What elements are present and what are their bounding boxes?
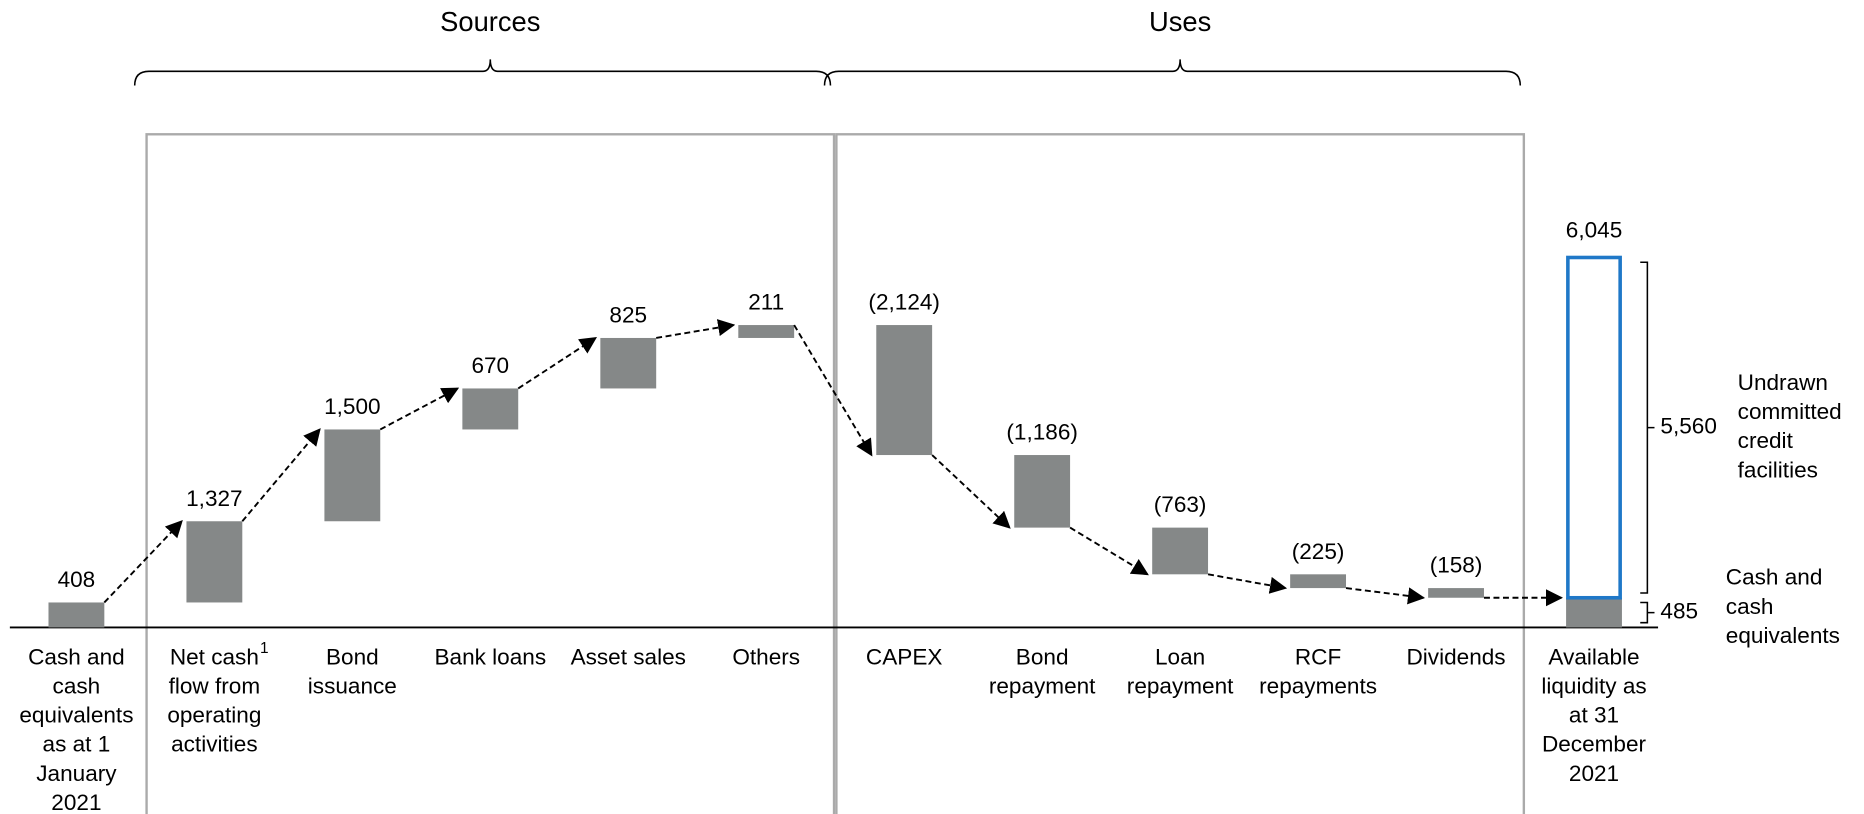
group-brace [133, 59, 832, 86]
segment-name: Cash and [1726, 565, 1823, 590]
category-label: cash [53, 673, 101, 698]
connector-arrow [793, 324, 873, 457]
value-label: 825 [609, 303, 647, 328]
category-label: operating [167, 703, 261, 728]
connector-arrow [1207, 573, 1288, 594]
category-label: December [1542, 732, 1647, 757]
segment-name: credit [1738, 428, 1794, 453]
connector-arrow [517, 337, 598, 390]
category-label: at 31 [1569, 703, 1619, 728]
connector-arrow [103, 520, 183, 604]
bar [1152, 527, 1209, 575]
category-label: Bank loans [434, 644, 546, 669]
bar [186, 521, 243, 603]
group-frame [835, 133, 1526, 814]
value-label: 408 [58, 567, 96, 592]
total-value-label: 6,045 [1566, 217, 1622, 242]
category-label: RCF [1295, 644, 1341, 669]
bar [738, 325, 795, 338]
group-label: Uses [1149, 6, 1211, 37]
connector-arrow [241, 428, 321, 522]
bar [324, 429, 381, 522]
category-label: liquidity as [1541, 673, 1646, 698]
group-label: Sources [440, 6, 540, 37]
category-label: Others [732, 644, 800, 669]
segment-bracket [1640, 601, 1655, 624]
category-label: Asset sales [571, 644, 686, 669]
group-brace [823, 59, 1522, 86]
total-segment [1566, 255, 1622, 600]
value-label: (225) [1292, 539, 1345, 564]
category-label: Bond [1016, 644, 1069, 669]
bar [1014, 455, 1071, 528]
bar [1428, 588, 1484, 598]
category-label: Cash and [28, 644, 125, 669]
bar [600, 337, 657, 389]
category-label: repayment [1127, 673, 1234, 698]
category-label: Dividends [1407, 644, 1506, 669]
category-label: as at 1 [43, 732, 111, 757]
segment-name: Undrawn [1738, 370, 1828, 395]
group-frame [145, 133, 836, 814]
footnote-mark: 1 [260, 640, 269, 657]
segment-name: equivalents [1726, 623, 1840, 648]
category-label: activities [171, 732, 258, 757]
value-label: 1,327 [186, 486, 242, 511]
category-label: issuance [308, 673, 397, 698]
segment-value-label: 5,560 [1660, 414, 1716, 439]
category-label: repayment [989, 673, 1096, 698]
value-label: 670 [471, 353, 509, 378]
total-segment [1566, 597, 1622, 628]
category-label: Loan [1155, 644, 1205, 669]
bar [876, 325, 933, 456]
category-label: Bond [326, 644, 379, 669]
category-label: equivalents [19, 703, 133, 728]
connector-arrow [1345, 587, 1426, 605]
category-label: 2021 [51, 790, 101, 814]
segment-name: committed [1738, 399, 1842, 424]
segment-bracket [1640, 261, 1655, 594]
value-label: (763) [1154, 492, 1207, 517]
category-label: repayments [1259, 673, 1377, 698]
value-label: (1,186) [1006, 420, 1078, 445]
category-label: Net cash [170, 644, 259, 669]
value-label: (158) [1430, 553, 1483, 578]
value-label: (2,124) [868, 290, 940, 315]
category-label: 2021 [1569, 761, 1619, 786]
bar [48, 602, 105, 628]
segment-name: cash [1726, 594, 1774, 619]
connector-arrow [931, 454, 1011, 529]
category-label: CAPEX [866, 644, 943, 669]
connector-arrow [379, 387, 460, 431]
value-label: 211 [748, 290, 784, 315]
category-label: January [36, 761, 117, 786]
bar [462, 388, 519, 430]
value-label: 1,500 [324, 394, 380, 419]
segment-name: facilities [1738, 457, 1818, 482]
category-label: Available [1548, 644, 1639, 669]
connector-arrow [656, 319, 736, 339]
bar [1290, 574, 1347, 589]
category-label: flow from [169, 673, 261, 698]
segment-value-label: 485 [1660, 599, 1698, 624]
connector-arrow [1069, 526, 1149, 576]
